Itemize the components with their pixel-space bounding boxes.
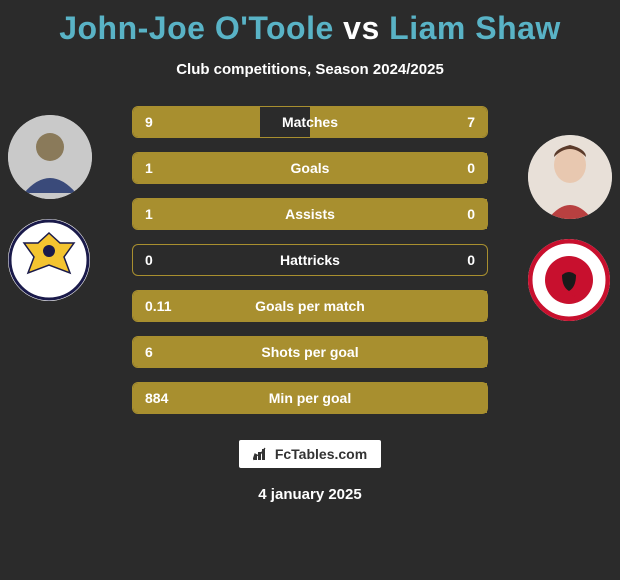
player2-avatar [528,135,612,219]
stat-value-left: 6 [133,344,203,360]
brand-text: FcTables.com [275,446,367,462]
player1-avatar [8,115,92,199]
svg-text:F T: F T [562,261,576,271]
stat-label: Matches [203,114,417,130]
stat-value-left: 0 [133,252,203,268]
club-badge-icon: F T F C [528,239,610,321]
person-icon [8,115,92,199]
stat-value-right: 0 [417,160,487,176]
club-badge-icon [8,219,90,301]
stat-value-left: 0.11 [133,298,203,314]
player1-club-badge [8,219,90,301]
right-avatars: F T F C [528,135,612,321]
stat-value-left: 1 [133,206,203,222]
stat-row: 6Shots per goal [132,336,488,368]
brand-badge: FcTables.com [239,440,381,468]
stat-row: 884Min per goal [132,382,488,414]
player1-name: John-Joe O'Toole [59,10,334,46]
stat-label: Goals per match [203,298,417,314]
stat-label: Shots per goal [203,344,417,360]
comparison-title: John-Joe O'Toole vs Liam Shaw [0,0,620,47]
stat-label: Min per goal [203,390,417,406]
stat-row: 9Matches7 [132,106,488,138]
person-icon [528,135,612,219]
subtitle: Club competitions, Season 2024/2025 [0,61,620,78]
stat-value-right: 0 [417,252,487,268]
left-avatars [8,115,92,301]
stat-row: 0.11Goals per match [132,290,488,322]
stat-value-left: 9 [133,114,203,130]
brand-row: FcTables.com [0,440,620,468]
player2-name: Liam Shaw [389,10,561,46]
stat-value-left: 1 [133,160,203,176]
player2-club-badge: F T F C [528,239,610,321]
stat-value-right: 7 [417,114,487,130]
stat-label: Goals [203,160,417,176]
stat-value-left: 884 [133,390,203,406]
stat-row: 1Assists0 [132,198,488,230]
chart-icon [253,447,269,461]
date-text: 4 january 2025 [0,486,620,503]
stats-list: 9Matches71Goals01Assists00Hattricks00.11… [0,106,620,414]
stat-row: 0Hattricks0 [132,244,488,276]
stat-label: Assists [203,206,417,222]
stat-label: Hattricks [203,252,417,268]
stat-value-right: 0 [417,206,487,222]
vs-text: vs [343,10,380,46]
stat-row: 1Goals0 [132,152,488,184]
